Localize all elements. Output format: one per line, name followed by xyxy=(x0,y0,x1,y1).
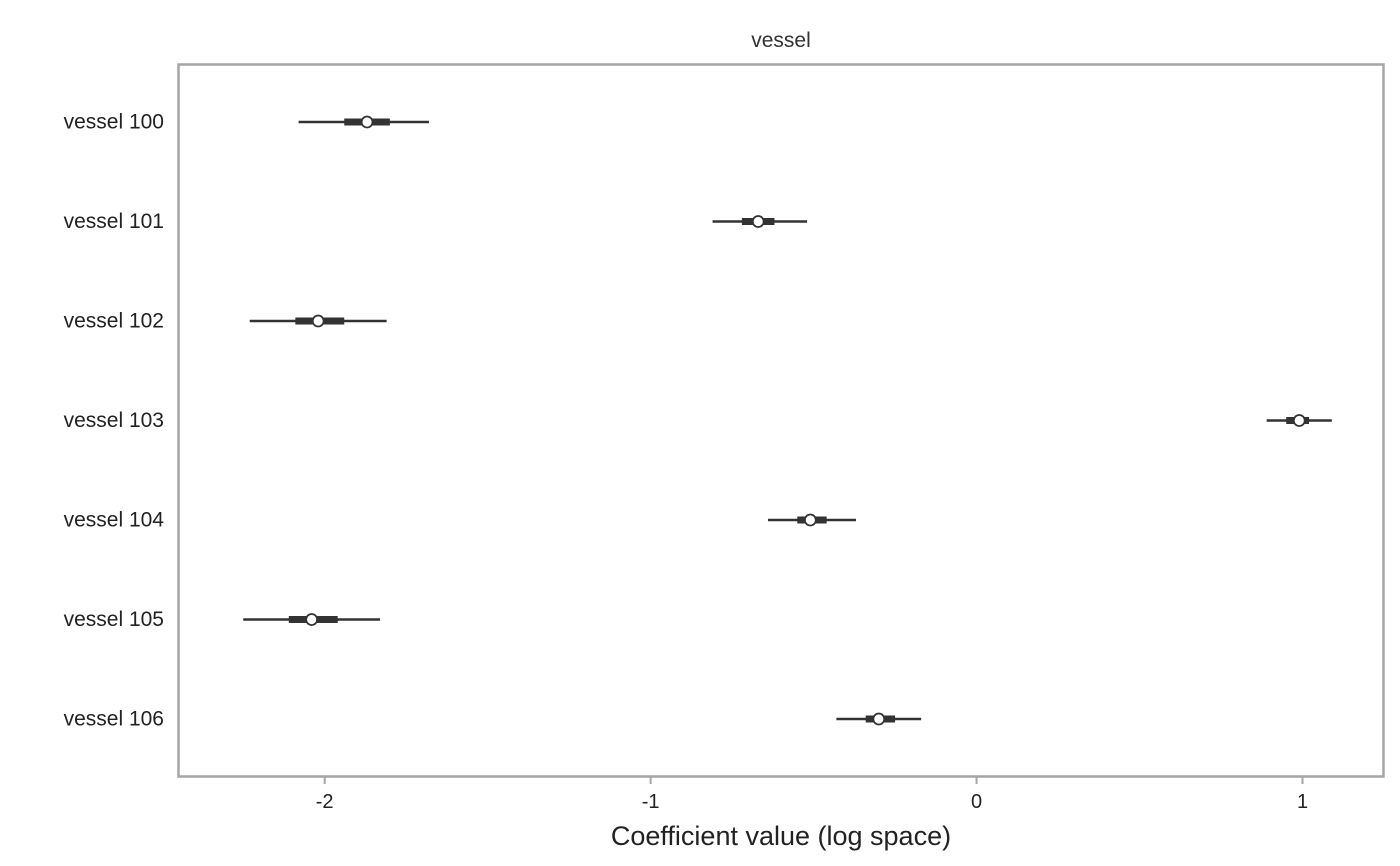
y-tick-label: vessel 106 xyxy=(64,708,164,731)
point-interval xyxy=(1266,414,1332,427)
median-point xyxy=(311,314,325,328)
median-point xyxy=(1292,414,1306,427)
x-tick-label: -2 xyxy=(316,791,334,813)
point-interval xyxy=(767,513,856,527)
x-tick-label: 0 xyxy=(971,791,982,813)
point-intervals xyxy=(243,115,1332,726)
x-axis: -2 -1 0 1 xyxy=(316,777,1308,813)
median-point xyxy=(803,513,817,527)
y-tick-label: vessel 100 xyxy=(64,111,164,134)
x-tick-label: 1 xyxy=(1297,791,1308,813)
median-point xyxy=(360,115,374,129)
y-tick-label: vessel 101 xyxy=(64,210,164,233)
y-axis: vessel 100 vessel 101 vessel 102 vessel 103… xyxy=(64,111,165,731)
median-point xyxy=(872,712,886,726)
y-tick-label: vessel 102 xyxy=(64,310,164,333)
x-tick-label: -1 xyxy=(642,791,660,813)
point-interval xyxy=(298,115,429,129)
median-point xyxy=(751,215,765,228)
plot-frame xyxy=(177,63,1385,778)
y-tick-label: vessel 103 xyxy=(64,409,164,432)
median-point xyxy=(305,613,319,626)
chart-title: vessel xyxy=(751,29,811,52)
y-tick-label: vessel 104 xyxy=(64,509,165,532)
point-interval xyxy=(249,314,387,328)
x-axis-label: Coefficient value (log space) xyxy=(611,821,951,851)
point-interval xyxy=(712,215,808,228)
y-tick-label: vessel 105 xyxy=(64,608,164,631)
point-interval xyxy=(836,712,922,726)
point-interval xyxy=(243,613,381,626)
